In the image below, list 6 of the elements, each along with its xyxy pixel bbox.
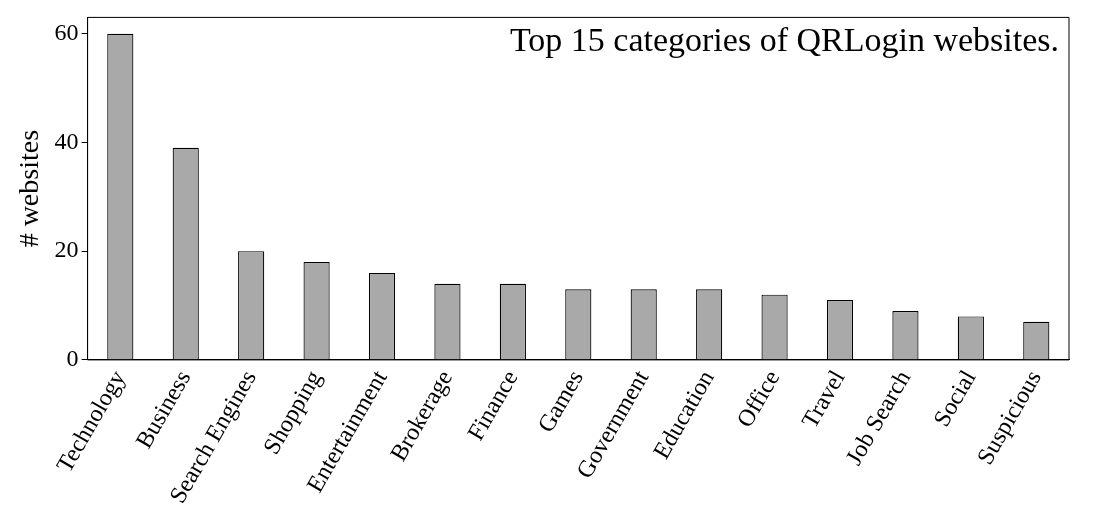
y-tick-label: 60 (54, 19, 79, 46)
y-tick-label: 40 (54, 127, 79, 154)
y-tick-label: 20 (54, 236, 79, 263)
y-axis-title: # websites (13, 129, 45, 248)
chart-title: Top 15 categories of QRLogin websites. (509, 21, 1059, 59)
y-tick-label: 0 (66, 345, 79, 372)
